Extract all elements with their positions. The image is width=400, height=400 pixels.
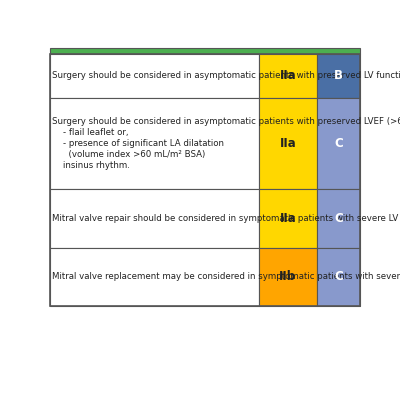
Text: Mitral valve replacement may be considered in symptomatic patients with severe L: Mitral valve replacement may be consider… — [52, 272, 400, 281]
Text: C: C — [334, 137, 343, 150]
Text: IIa: IIa — [280, 137, 296, 150]
Text: C: C — [334, 212, 343, 225]
Bar — [317, 189, 360, 248]
Text: IIa: IIa — [280, 69, 296, 82]
Bar — [317, 98, 360, 189]
Bar — [50, 248, 259, 306]
Text: Surgery should be considered in asymptomatic patients with preserved LV function: Surgery should be considered in asymptom… — [52, 71, 400, 80]
Text: IIa: IIa — [280, 212, 296, 225]
Bar — [259, 189, 317, 248]
Bar — [50, 48, 360, 54]
Bar — [50, 98, 259, 189]
Bar — [50, 189, 259, 248]
Bar — [317, 248, 360, 306]
Bar — [50, 54, 259, 98]
Bar — [259, 98, 317, 189]
Bar — [50, 54, 360, 306]
Text: B: B — [334, 69, 343, 82]
Bar — [259, 248, 317, 306]
Text: C: C — [334, 270, 343, 283]
Text: IIb: IIb — [279, 270, 296, 283]
Text: Surgery should be considered in asymptomatic patients with preserved LVEF (>60%): Surgery should be considered in asymptom… — [52, 117, 400, 170]
Text: Mitral valve repair should be considered in symptomatic patients with severe LV : Mitral valve repair should be considered… — [52, 214, 400, 223]
Bar — [317, 54, 360, 98]
Bar — [259, 54, 317, 98]
